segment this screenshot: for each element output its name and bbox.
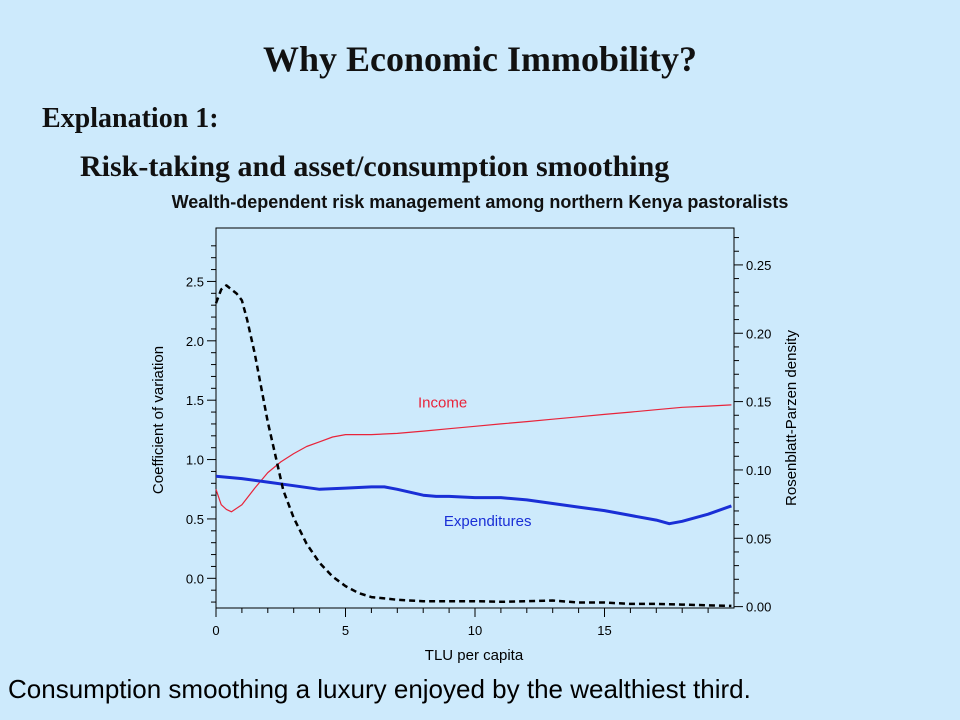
x-tick-label: 10 [468,623,482,638]
y-tick-label: 2.5 [186,274,204,289]
y2-tick-label: 0.00 [746,600,771,615]
y2-axis-label: Rosenblatt-Parzen density [783,330,800,506]
x-axis-label: TLU per capita [425,647,524,664]
series-layer: Income Expenditures [214,284,732,608]
y-tick-label: 0.5 [186,512,204,527]
explanation-heading: Explanation 1: [42,103,219,134]
y2-tick-label: 0.10 [746,463,771,478]
income-line [215,404,732,513]
slide-title: Why Economic Immobility? [262,39,697,79]
y-tick-label: 1.0 [186,453,204,468]
slide-footer: Consumption smoothing a luxury enjoyed b… [8,674,751,704]
expenditures-line [215,474,732,526]
y-tick-label: 2.0 [186,334,204,349]
x-tick-label: 0 [212,623,219,638]
series-label: Income [418,394,467,411]
y-tick-label: 0.0 [186,571,204,586]
y2-tick-label: 0.20 [746,326,771,341]
chart-title: Wealth-dependent risk management among n… [171,192,789,212]
y2-tick-label: 0.05 [746,531,771,546]
y2-tick-label: 0.25 [746,258,771,273]
y-tick-label: 1.5 [186,393,204,408]
series-label: Expenditures [444,513,532,530]
axes-layer: 0 5 10 15 0.0 0.5 1.0 1.5 2.0 2.5 0.00 0.05 0.10 0.15… [186,227,771,638]
plot-area-frame [215,227,735,609]
y-axis-label: Coefficient of variation [150,346,167,494]
density-line [214,284,732,608]
x-tick-label: 15 [597,623,611,638]
x-tick-label: 5 [342,623,349,638]
explanation-subheading: Risk-taking and asset/consumption smooth… [80,150,670,183]
y2-tick-label: 0.15 [746,395,771,410]
